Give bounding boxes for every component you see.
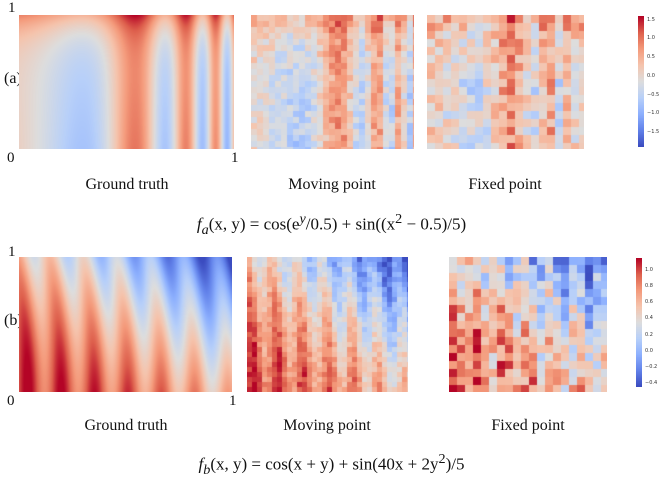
heatmap-b-ground-truth [19, 257, 232, 392]
title-a-fixed-point: Fixed point [468, 176, 542, 193]
colorbar-tick-label: 1.5 [647, 16, 655, 23]
colorbar-tick-label: 0.8 [645, 283, 653, 290]
formula-a: fa(x, y) = cos(ey/0.5) + sin((x2 − 0.5)/… [196, 211, 467, 239]
colorbar-a [638, 16, 644, 147]
colorbar-tick-label: 0.5 [647, 54, 655, 61]
x-axis-right-a: 1 [231, 150, 239, 166]
row-label-b: (b) [4, 312, 23, 329]
title-b-ground-truth: Ground truth [84, 417, 168, 434]
colorbar-tick-label: 1.0 [647, 35, 655, 42]
colorbar-tick-label: 0.0 [645, 347, 653, 354]
colorbar-tick-label: 0.0 [647, 72, 655, 79]
colorbar-tick-label: 0.6 [645, 299, 653, 306]
y-axis-top-a: 1 [8, 0, 16, 16]
heatmap-a-moving-point [251, 15, 414, 149]
colorbar-tick-label: −0.4 [645, 379, 658, 386]
colorbar-tick-label: −0.2 [645, 363, 658, 370]
colorbar-tick-label: −1.0 [647, 110, 660, 117]
title-a-ground-truth: Ground truth [85, 176, 169, 193]
y-axis-top-b: 1 [8, 244, 16, 260]
x-axis-right-b: 1 [229, 393, 237, 409]
heatmap-b-fixed-point [449, 257, 607, 392]
x-axis-left-a: 0 [7, 150, 15, 166]
colorbar-tick-label: 0.4 [645, 315, 653, 322]
heatmap-b-moving-point [247, 257, 408, 392]
colorbar-tick-label: −0.5 [647, 91, 660, 98]
formula-b: fb(x, y) = cos(x + y) + sin(40x + 2y2)/5 [198, 451, 465, 477]
colorbar-b [636, 258, 642, 387]
row-label-a: (a) [4, 70, 22, 87]
title-b-moving-point: Moving point [283, 417, 371, 434]
heatmap-a-fixed-point [427, 15, 584, 149]
colorbar-tick-label: −1.5 [647, 129, 660, 136]
title-a-moving-point: Moving point [288, 176, 376, 193]
heatmap-a-ground-truth [19, 15, 234, 149]
title-b-fixed-point: Fixed point [491, 417, 565, 434]
colorbar-tick-label: 1.0 [645, 267, 653, 274]
x-axis-left-b: 0 [7, 393, 15, 409]
colorbar-tick-label: 0.2 [645, 331, 653, 338]
